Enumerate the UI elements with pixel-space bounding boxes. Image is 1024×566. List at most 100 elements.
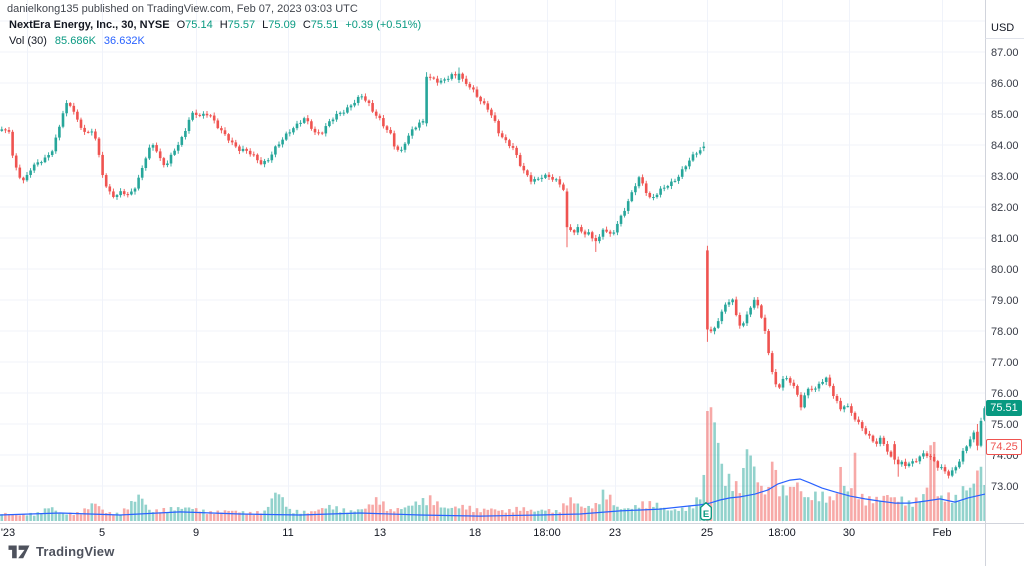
volume-bar xyxy=(662,507,666,521)
volume-bar xyxy=(212,513,216,521)
candle xyxy=(36,159,40,167)
volume-bar xyxy=(76,512,79,521)
candle xyxy=(378,113,382,121)
low-label: L xyxy=(262,19,269,31)
volume-bar xyxy=(302,510,306,521)
volume-bar xyxy=(922,494,925,521)
volume-bar xyxy=(878,500,882,521)
earnings-marker[interactable]: E xyxy=(700,501,712,521)
time-axis[interactable]: '23 5 9 11 13 18 18:00 23 25 18:00 30 Feb xyxy=(1,527,952,539)
candle xyxy=(767,328,770,356)
candle xyxy=(828,374,832,388)
volume-bar xyxy=(241,511,245,521)
volume-bar xyxy=(79,514,83,521)
candle xyxy=(954,465,958,474)
candle xyxy=(738,312,742,329)
volume-bar xyxy=(256,511,259,521)
candle xyxy=(252,151,256,157)
candle xyxy=(407,133,410,146)
candle xyxy=(299,120,302,127)
volume-bar xyxy=(230,510,234,521)
candle xyxy=(266,157,270,163)
volume-bar xyxy=(846,491,850,521)
volume-bar xyxy=(482,508,486,521)
candle xyxy=(562,182,565,192)
tradingview-logo[interactable]: TradingView xyxy=(8,544,115,559)
candle xyxy=(241,145,245,153)
volume-bar xyxy=(162,507,166,521)
candle xyxy=(0,126,4,132)
candle xyxy=(832,383,835,399)
candle xyxy=(90,128,94,136)
candle xyxy=(918,455,922,465)
volume-bar xyxy=(605,499,608,521)
volume-bar xyxy=(778,496,781,521)
volume-bar xyxy=(158,512,162,521)
volume-bar xyxy=(896,501,900,521)
volume-bar xyxy=(446,508,450,521)
candle xyxy=(781,376,785,391)
candle xyxy=(932,453,936,463)
volume-bar xyxy=(407,505,410,521)
candle xyxy=(529,172,533,185)
volume-bar xyxy=(918,501,922,521)
change-value: +0.39 (+0.51%) xyxy=(345,19,422,31)
volume-bar xyxy=(72,515,76,521)
candle xyxy=(328,118,331,128)
candle xyxy=(666,184,670,190)
candle xyxy=(133,187,137,195)
volume-bar xyxy=(468,505,472,521)
volume-bar xyxy=(331,509,335,521)
candle xyxy=(137,174,140,191)
volume-bar xyxy=(583,507,587,521)
candle xyxy=(173,148,176,156)
candle xyxy=(209,114,212,118)
candle xyxy=(673,178,677,183)
volume-bar xyxy=(238,512,241,521)
candle xyxy=(346,104,349,114)
volume-bar xyxy=(695,497,698,521)
volume-bar xyxy=(47,508,50,521)
volume-bar xyxy=(112,514,115,521)
volume-bar xyxy=(659,507,662,521)
volume-bar xyxy=(61,513,65,521)
price-axis[interactable]: USD 87.00 86.00 85.00 84.00 83.00 82.00 81.00 80… xyxy=(991,22,1019,493)
volume-bar xyxy=(374,497,378,521)
candle xyxy=(25,172,29,182)
volume-bar xyxy=(958,501,961,521)
volume-bar xyxy=(947,492,950,521)
volume-bar xyxy=(400,509,403,521)
volume-bar xyxy=(176,507,180,521)
candle xyxy=(11,129,14,159)
volume-bar xyxy=(108,512,112,521)
candle xyxy=(727,299,731,307)
candle xyxy=(313,126,317,135)
candle xyxy=(857,416,860,425)
candle xyxy=(623,207,626,218)
volume-bar xyxy=(774,469,778,521)
candle xyxy=(536,176,540,181)
volume-bar xyxy=(205,514,209,521)
volume-bar xyxy=(925,487,929,521)
candle xyxy=(162,156,166,168)
volume-bar xyxy=(709,407,713,521)
volume-bar xyxy=(972,483,976,521)
candle xyxy=(720,309,724,325)
candle xyxy=(983,406,986,422)
candle xyxy=(281,137,284,148)
volume-legend: Vol (30) 85.686K 36.632K xyxy=(9,35,145,47)
candle xyxy=(565,188,569,248)
volume-bar xyxy=(983,484,986,521)
volume-bar xyxy=(724,485,727,521)
candle xyxy=(342,109,346,116)
volume-bar xyxy=(760,485,763,521)
candle xyxy=(760,304,763,319)
volume-bar xyxy=(353,511,356,521)
candle xyxy=(922,450,925,459)
volume-bar xyxy=(828,496,832,521)
candle xyxy=(425,72,428,127)
candle xyxy=(882,435,886,447)
candle xyxy=(212,112,216,124)
candle xyxy=(544,173,547,180)
